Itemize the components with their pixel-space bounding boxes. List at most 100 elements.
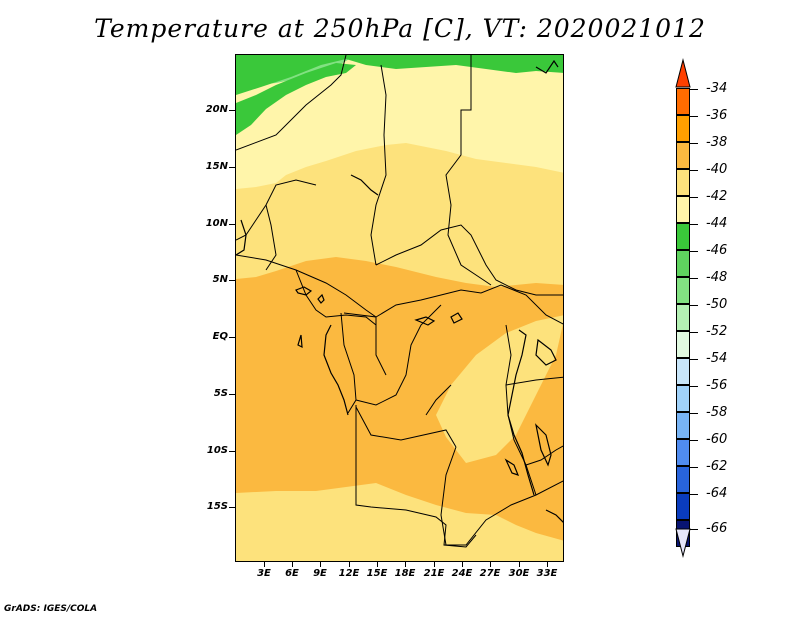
lon-label-6e: 6E bbox=[285, 568, 299, 579]
colorbar-tick bbox=[690, 467, 698, 468]
colorbar-box bbox=[676, 196, 690, 223]
lat-label-5s: 5S bbox=[213, 388, 228, 399]
lon-tick bbox=[349, 562, 350, 567]
colorbar-box bbox=[676, 277, 690, 304]
colorbar-label: -50 bbox=[706, 297, 728, 312]
colorbar-tick bbox=[690, 89, 698, 90]
lon-tick bbox=[519, 562, 520, 567]
lon-tick bbox=[462, 562, 463, 567]
lon-tick bbox=[547, 562, 548, 567]
colorbar-label: -40 bbox=[706, 162, 728, 177]
lat-label-20n: 20N bbox=[205, 104, 228, 115]
field-lightorange-south bbox=[236, 483, 563, 561]
lon-tick bbox=[490, 562, 491, 567]
colorbar-box bbox=[676, 412, 690, 439]
lon-tick bbox=[405, 562, 406, 567]
lon-label-33e: 33E bbox=[536, 568, 558, 579]
lat-tick bbox=[229, 224, 235, 225]
lat-tick bbox=[229, 451, 235, 452]
lat-label-10n: 10N bbox=[205, 218, 228, 229]
colorbar-label: -56 bbox=[706, 378, 728, 393]
colorbar-label: -36 bbox=[706, 108, 728, 123]
field-green-north bbox=[236, 55, 563, 95]
colorbar-tick bbox=[690, 278, 698, 279]
lon-label-21e: 21E bbox=[423, 568, 445, 579]
map-canvas bbox=[236, 55, 563, 561]
colorbar-tick bbox=[690, 197, 698, 198]
lon-label-3e: 3E bbox=[257, 568, 271, 579]
lon-tick bbox=[264, 562, 265, 567]
colorbar-tick bbox=[690, 529, 698, 530]
colorbar-label: -34 bbox=[706, 81, 728, 96]
colorbar-box bbox=[676, 115, 690, 142]
field-green-band bbox=[236, 63, 356, 135]
lat-tick bbox=[229, 110, 235, 111]
colorbar-tick bbox=[690, 116, 698, 117]
lat-tick bbox=[229, 394, 235, 395]
lat-tick bbox=[229, 337, 235, 338]
colorbar-box bbox=[676, 466, 690, 493]
colorbar-tick bbox=[690, 170, 698, 171]
colorbar-box bbox=[676, 304, 690, 331]
colorbar-tick bbox=[690, 386, 698, 387]
lat-label-15n: 15N bbox=[205, 161, 228, 172]
colorbar-label: -64 bbox=[706, 486, 728, 501]
lat-label-5n: 5N bbox=[212, 274, 228, 285]
colorbar-box bbox=[676, 331, 690, 358]
lon-label-15e: 15E bbox=[366, 568, 388, 579]
colorbar-label: -48 bbox=[706, 270, 728, 285]
colorbar-tick bbox=[690, 305, 698, 306]
colorbar-box bbox=[676, 223, 690, 250]
colorbar-tick bbox=[690, 359, 698, 360]
colorbar-label: -60 bbox=[706, 432, 728, 447]
colorbar-box bbox=[676, 142, 690, 169]
colorbar-label: -52 bbox=[706, 324, 728, 339]
colorbar-tick bbox=[690, 143, 698, 144]
colorbar-label: -42 bbox=[706, 189, 728, 204]
lon-label-24e: 24E bbox=[451, 568, 473, 579]
colorbar-tick bbox=[690, 494, 698, 495]
lon-label-30e: 30E bbox=[508, 568, 530, 579]
colorbar-tick bbox=[690, 440, 698, 441]
colorbar-label: -46 bbox=[706, 243, 728, 258]
colorbar-top-arrow bbox=[675, 58, 691, 88]
field-pale-north bbox=[236, 55, 563, 189]
map-plot bbox=[235, 54, 564, 562]
lon-label-18e: 18E bbox=[394, 568, 416, 579]
colorbar-box bbox=[676, 358, 690, 385]
colorbar-tick bbox=[690, 251, 698, 252]
lon-label-27e: 27E bbox=[479, 568, 501, 579]
lat-tick bbox=[229, 167, 235, 168]
colorbar-box bbox=[676, 88, 690, 115]
colorbar-box bbox=[676, 439, 690, 466]
colorbar-label: -66 bbox=[706, 521, 728, 536]
field-lightorange-east bbox=[436, 315, 563, 463]
lakes-and-coast bbox=[236, 59, 563, 523]
colorbar-tick bbox=[690, 413, 698, 414]
lat-label-10s: 10S bbox=[206, 445, 228, 456]
colorbar-label: -62 bbox=[706, 459, 728, 474]
colorbar-label: -44 bbox=[706, 216, 728, 231]
lat-tick bbox=[229, 507, 235, 508]
colorbar-box bbox=[676, 250, 690, 277]
lon-tick bbox=[292, 562, 293, 567]
map-title: Temperature at 250hPa [C], VT: 202002101… bbox=[94, 14, 706, 43]
colorbar-tick bbox=[690, 332, 698, 333]
lat-label-15s: 15S bbox=[206, 501, 228, 512]
colorbar-bottom-arrow bbox=[675, 528, 691, 558]
colorbar-label: -54 bbox=[706, 351, 728, 366]
colorbar-label: -38 bbox=[706, 135, 728, 150]
lat-tick bbox=[229, 280, 235, 281]
lon-label-12e: 12E bbox=[338, 568, 360, 579]
colorbar-tick bbox=[690, 224, 698, 225]
lat-label-eq: EQ bbox=[212, 331, 228, 342]
lon-tick bbox=[377, 562, 378, 567]
grads-credit: GrADS: IGES/COLA bbox=[4, 604, 98, 614]
colorbar-box bbox=[676, 169, 690, 196]
lon-label-9e: 9E bbox=[313, 568, 327, 579]
lon-tick bbox=[434, 562, 435, 567]
lon-tick bbox=[320, 562, 321, 567]
colorbar-label: -58 bbox=[706, 405, 728, 420]
colorbar-box bbox=[676, 493, 690, 520]
colorbar-box bbox=[676, 385, 690, 412]
